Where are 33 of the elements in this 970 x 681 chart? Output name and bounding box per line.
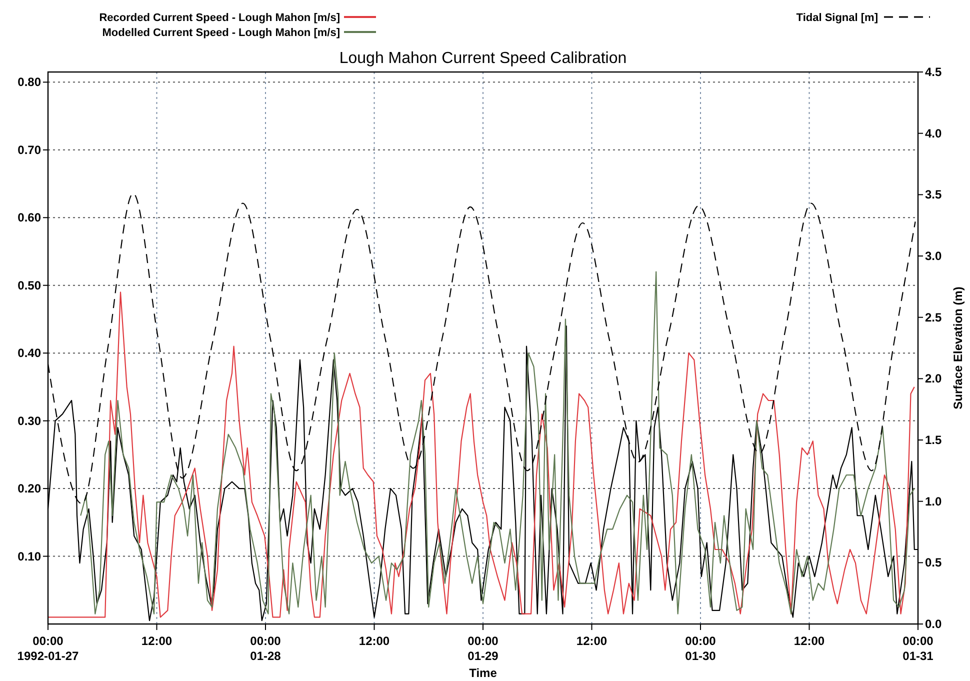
x-tick-label: 00:00 01-31 [902, 634, 934, 663]
x-tick-label: 00:00 1992-01-27 [17, 634, 80, 663]
x-tick-label: 00:00 01-29 [468, 634, 499, 663]
y2-tick-label: 0.5 [925, 556, 942, 570]
y-tick-label: 0.70 [18, 142, 42, 157]
y2-tick-label: 3.0 [925, 249, 942, 263]
chart-title: Lough Mahon Current Speed Calibration [339, 50, 627, 67]
y-tick-label: 0.10 [18, 549, 42, 564]
y2-tick-label: 4.5 [925, 65, 942, 79]
legend-label: Tidal Signal [m] [796, 12, 878, 24]
x-tick-label: 12:00 [358, 634, 390, 648]
y2-tick-label: 2.0 [925, 372, 942, 386]
y-tick-label: 0.20 [18, 482, 42, 496]
y-tick-label: 0.50 [18, 278, 42, 292]
y-tick-label: 0.40 [18, 346, 42, 360]
x-tick-label: 00:00 01-30 [685, 634, 716, 663]
y2-axis-title: Surface Elevation (m) [951, 286, 965, 410]
x-tick-label: 12:00 [576, 634, 608, 648]
y-tick-label: 0.60 [18, 210, 42, 225]
x-tick-label: 12:00 [794, 634, 825, 648]
x-axis-title: Time [469, 666, 498, 680]
x-tick-label: 00:00 01-28 [250, 634, 282, 663]
y2-tick-label: 2.5 [925, 310, 942, 324]
y2-tick-label: 3.5 [925, 188, 942, 202]
x-tick-label: 12:00 [141, 634, 172, 648]
y-tick-label: 0.80 [18, 75, 42, 90]
y2-tick-label: 4.0 [925, 126, 942, 140]
y2-tick-label: 1.5 [925, 433, 942, 447]
legend-label: Recorded Current Speed - Lough Mahon [m/s] [99, 12, 340, 24]
y-tick-label: 0.30 [18, 414, 42, 428]
y2-tick-label: 1.0 [925, 494, 942, 508]
y2-tick-label: 0.0 [925, 617, 942, 631]
legend-label: Modelled Current Speed - Lough Mahon [m/s] [102, 27, 340, 39]
